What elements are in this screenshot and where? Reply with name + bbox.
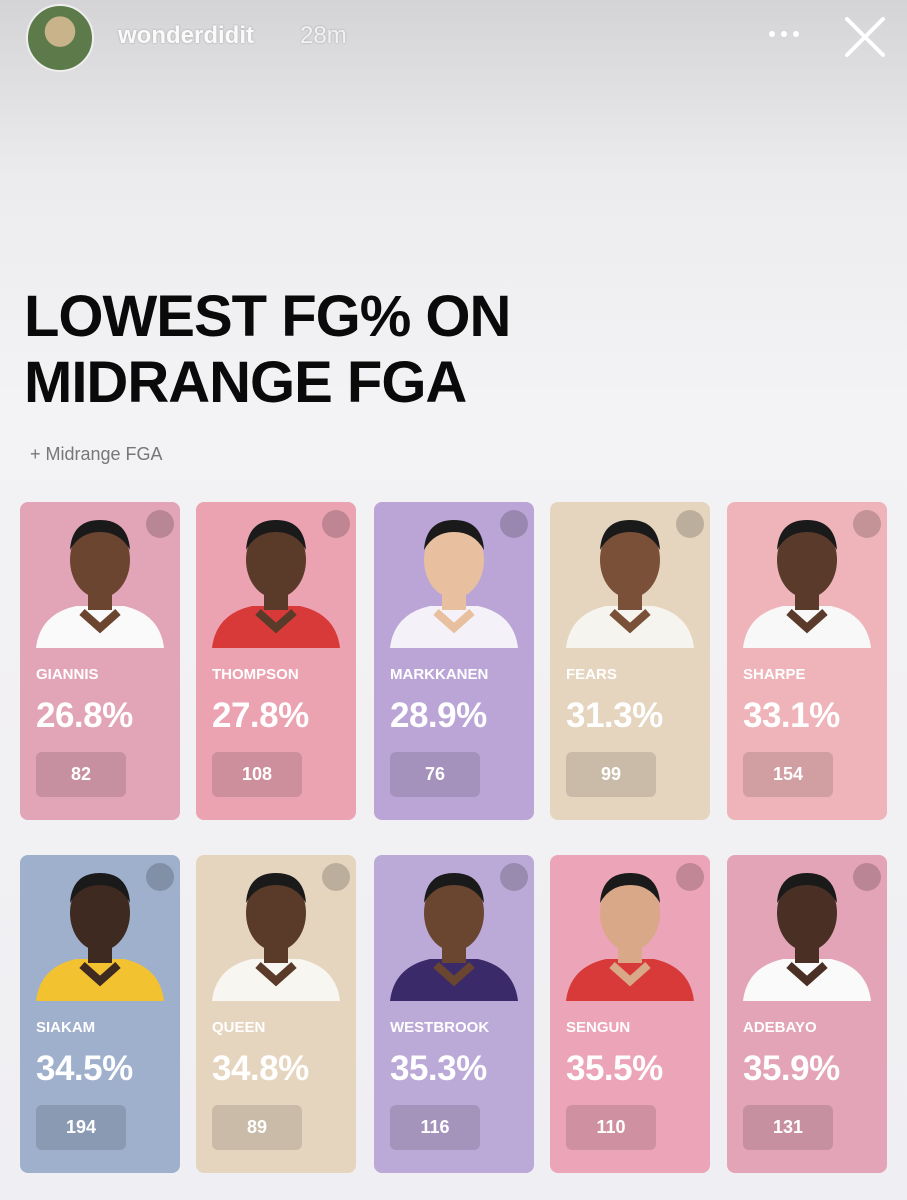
player-name: SIAKAM bbox=[36, 1019, 96, 1036]
midrange-fga: 82 bbox=[36, 752, 126, 797]
midrange-fga: 154 bbox=[743, 752, 833, 797]
player-name: FEARS bbox=[566, 666, 617, 683]
midrange-fga: 108 bbox=[212, 752, 302, 797]
player-name: THOMPSON bbox=[212, 666, 299, 683]
post-time: 28m bbox=[300, 22, 347, 49]
player-name: SHARPE bbox=[743, 666, 806, 683]
fg-percentage: 26.8% bbox=[36, 696, 133, 735]
fg-percentage: 34.5% bbox=[36, 1049, 133, 1088]
title: LOWEST FG% ON MIDRANGE FGA bbox=[24, 284, 511, 416]
player-card: SENGUN 35.5% 110 bbox=[550, 855, 710, 1173]
fg-percentage: 34.8% bbox=[212, 1049, 309, 1088]
player-card: WESTBROOK 35.3% 116 bbox=[374, 855, 534, 1173]
title-line: LOWEST FG% ON bbox=[24, 284, 511, 349]
player-card: ADEBAYO 35.9% 131 bbox=[727, 855, 887, 1173]
player-photo bbox=[212, 510, 350, 648]
fg-percentage: 35.5% bbox=[566, 1049, 663, 1088]
player-card: GIANNIS 26.8% 82 bbox=[20, 502, 180, 820]
player-photo bbox=[743, 510, 881, 648]
fg-percentage: 35.9% bbox=[743, 1049, 840, 1088]
player-card: SIAKAM 34.5% 194 bbox=[20, 855, 180, 1173]
player-photo bbox=[743, 863, 881, 1001]
player-card: FEARS 31.3% 99 bbox=[550, 502, 710, 820]
username[interactable]: wonderdidit bbox=[118, 22, 254, 49]
player-photo bbox=[566, 510, 704, 648]
player-card: THOMPSON 27.8% 108 bbox=[196, 502, 356, 820]
fg-percentage: 33.1% bbox=[743, 696, 840, 735]
player-card: QUEEN 34.8% 89 bbox=[196, 855, 356, 1173]
player-card: SHARPE 33.1% 154 bbox=[727, 502, 887, 820]
title-line: MIDRANGE FGA bbox=[24, 350, 467, 415]
more-button[interactable] bbox=[764, 16, 804, 52]
player-name: WESTBROOK bbox=[390, 1019, 490, 1036]
player-name: ADEBAYO bbox=[743, 1019, 817, 1036]
player-name: MARKKANEN bbox=[390, 666, 489, 683]
player-photo bbox=[36, 863, 174, 1001]
midrange-fga: 131 bbox=[743, 1105, 833, 1150]
subtitle: + Midrange FGA bbox=[30, 444, 163, 464]
player-photo bbox=[212, 863, 350, 1001]
close-button[interactable] bbox=[842, 14, 888, 60]
fg-percentage: 35.3% bbox=[390, 1049, 487, 1088]
player-photo bbox=[390, 510, 528, 648]
player-photo bbox=[566, 863, 704, 1001]
player-name: SENGUN bbox=[566, 1019, 631, 1036]
fg-percentage: 27.8% bbox=[212, 696, 309, 735]
player-card: MARKKANEN 28.9% 76 bbox=[374, 502, 534, 820]
player-name: GIANNIS bbox=[36, 666, 99, 683]
midrange-fga: 116 bbox=[390, 1105, 480, 1150]
fg-percentage: 28.9% bbox=[390, 696, 487, 735]
midrange-fga: 110 bbox=[566, 1105, 656, 1150]
midrange-fga: 89 bbox=[212, 1105, 302, 1150]
player-photo bbox=[390, 863, 528, 1001]
avatar[interactable] bbox=[26, 4, 94, 72]
midrange-fga: 194 bbox=[36, 1105, 126, 1150]
player-name: QUEEN bbox=[212, 1019, 266, 1036]
midrange-fga: 76 bbox=[390, 752, 480, 797]
fg-percentage: 31.3% bbox=[566, 696, 663, 735]
player-photo bbox=[36, 510, 174, 648]
midrange-fga: 99 bbox=[566, 752, 656, 797]
